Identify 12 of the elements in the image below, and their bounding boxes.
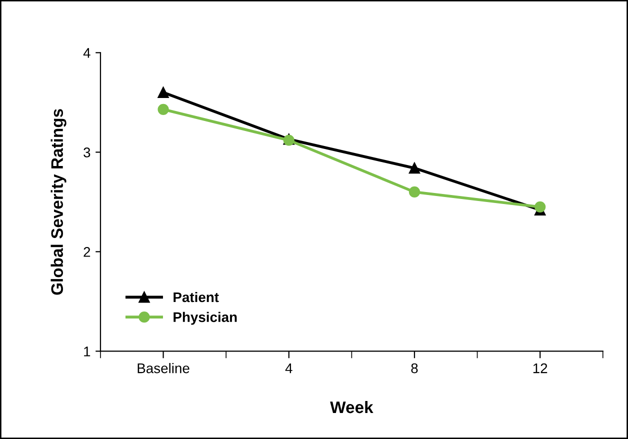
x-tick-label: 8 (411, 363, 418, 374)
x-tick-label: 4 (285, 364, 292, 374)
legend-label: Patient (174, 292, 219, 302)
x-tick-label: Baseline (138, 363, 190, 374)
y-tick-label: 2 (84, 247, 90, 257)
x-axis-title: Week (330, 400, 374, 414)
x-tick-label: 12 (533, 363, 548, 374)
y-axis-title: Global Severity Ratings (50, 109, 66, 295)
y-tick-label: 4 (83, 48, 90, 58)
y-tick-label: 1 (84, 346, 90, 356)
legend-label: Physician (174, 312, 237, 325)
y-tick-label: 3 (84, 148, 90, 158)
